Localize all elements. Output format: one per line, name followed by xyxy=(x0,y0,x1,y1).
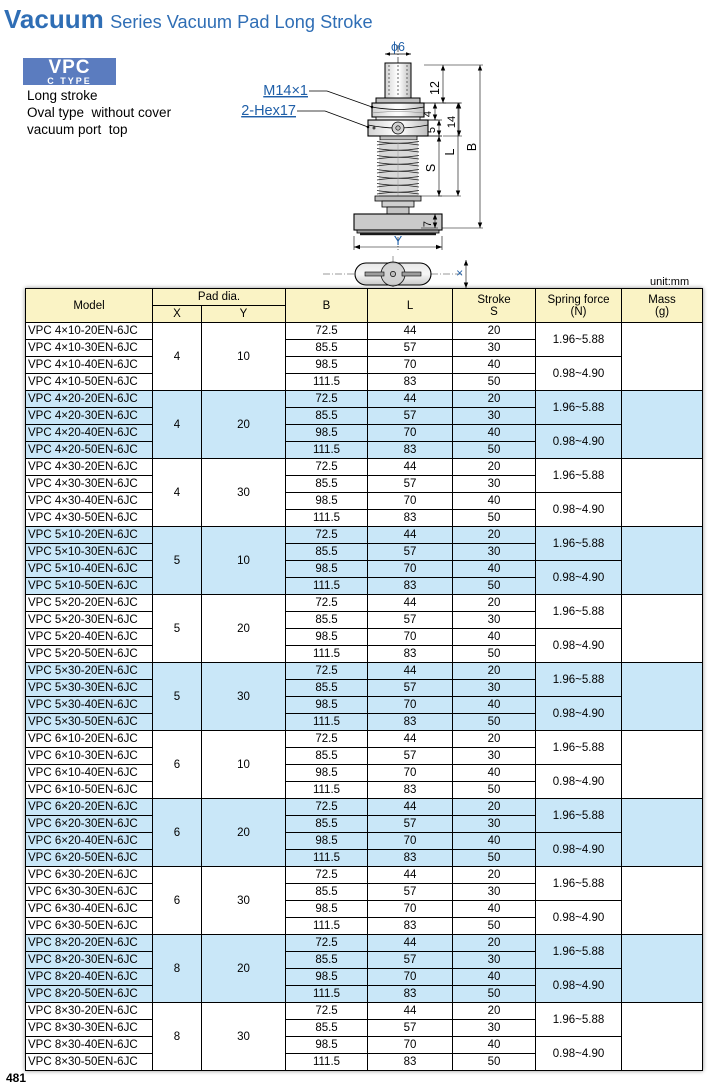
svg-text:4: 4 xyxy=(422,111,434,117)
svg-text:5: 5 xyxy=(426,127,438,133)
svg-text:B: B xyxy=(465,143,479,151)
svg-text:7: 7 xyxy=(422,221,434,227)
svg-text:14: 14 xyxy=(446,116,458,128)
svg-text:L: L xyxy=(443,148,457,155)
svg-text:2-Hex17: 2-Hex17 xyxy=(241,103,296,119)
svg-text:ϕ6: ϕ6 xyxy=(391,40,405,54)
svg-text:M14×1: M14×1 xyxy=(263,83,308,99)
svg-text:×: × xyxy=(456,266,463,280)
svg-text:12: 12 xyxy=(428,81,442,95)
svg-text:Y: Y xyxy=(394,234,403,248)
svg-text:S: S xyxy=(424,164,438,172)
